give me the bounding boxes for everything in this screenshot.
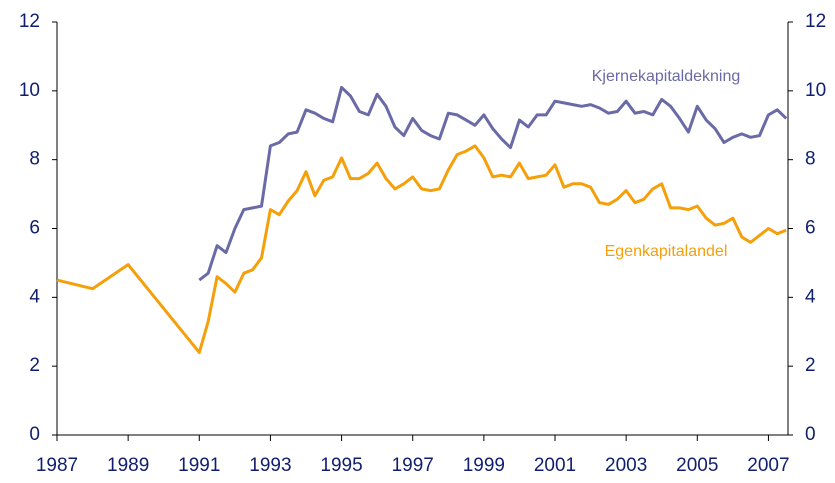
x-tick-label: 1999 — [463, 455, 505, 476]
series-line — [198, 85, 788, 282]
x-tick-label: 1987 — [36, 455, 78, 476]
series-line — [56, 144, 787, 354]
y-tick-label: 8 — [29, 149, 40, 170]
x-tick-label: 2001 — [534, 455, 576, 476]
x-tick-label: 2003 — [605, 455, 647, 476]
x-tick-label: 1993 — [249, 455, 291, 476]
series-label: Egenkapitalandel — [605, 243, 728, 260]
y-tick-label: 2 — [29, 355, 40, 376]
y-tick-label: 4 — [29, 286, 40, 307]
y2-tick-label: 12 — [805, 11, 826, 32]
y2-tick-label: 6 — [805, 218, 816, 239]
y2-tick-label: 2 — [805, 355, 816, 376]
x-tick-label: 1989 — [107, 455, 149, 476]
y2-tick-label: 4 — [805, 286, 816, 307]
x-tick-label: 1991 — [178, 455, 220, 476]
y2-tick-label: 8 — [805, 149, 816, 170]
x-tick-label: 1995 — [320, 455, 362, 476]
y2-tick-label: 10 — [805, 80, 826, 101]
y-tick-label: 0 — [29, 424, 40, 445]
y-tick-label: 6 — [29, 218, 40, 239]
x-tick-label: 1997 — [392, 455, 434, 476]
y-tick-label: 12 — [19, 11, 40, 32]
y-tick-label: 10 — [19, 80, 40, 101]
x-tick-label: 2007 — [747, 455, 789, 476]
x-tick-label: 2005 — [676, 455, 718, 476]
y2-tick-label: 0 — [805, 424, 816, 445]
series-label: Kjernekapitaldekning — [592, 68, 741, 85]
